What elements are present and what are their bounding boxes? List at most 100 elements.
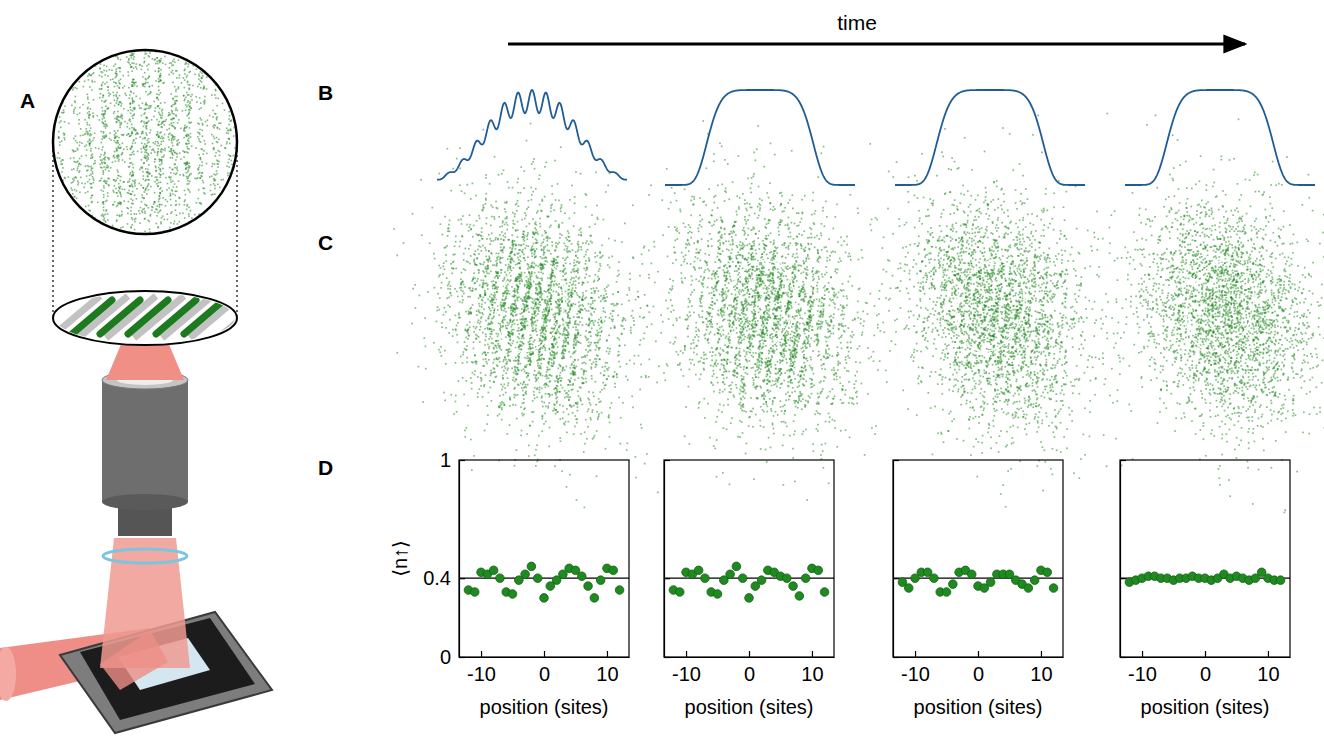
atom-dot (130, 11, 132, 13)
apparatus (0, 0, 331, 733)
atom-dot (119, 21, 121, 23)
atom-dot (285, 237, 287, 239)
atom-dot (44, 165, 46, 167)
atom-dot (122, 152, 124, 154)
atom-dot (238, 182, 240, 184)
atom-dot (228, 138, 230, 140)
atom-dot (230, 120, 232, 122)
atom-dot (105, 156, 107, 158)
atom-dot (174, 195, 176, 197)
atom-dot (121, 114, 123, 116)
atom-dot (103, 131, 105, 133)
atom-dot (211, 134, 213, 136)
atom-dot (79, 228, 81, 230)
atom-dot (134, 194, 136, 196)
atom-dot (204, 140, 206, 142)
atom-dot (277, 102, 279, 104)
atom-dot (78, 165, 80, 167)
atom-dot (124, 161, 126, 163)
atom-dot (184, 73, 186, 75)
atom-dot (170, 244, 172, 246)
atom-dot (87, 98, 89, 100)
atom-dot (185, 168, 187, 170)
atom-dot (183, 174, 185, 176)
atom-dot (135, 95, 137, 97)
atom-dot (154, 211, 156, 213)
panel-letter: B (318, 81, 333, 104)
atom-dot (184, 201, 186, 203)
atom-dot (165, 205, 167, 207)
atom-dot (79, 141, 81, 143)
atom-dot (176, 166, 178, 168)
atom-dot (219, 154, 221, 156)
atom-dot (254, 100, 256, 102)
atom-dot (84, 80, 86, 82)
atom-dot (228, 133, 230, 135)
atom-dot (228, 186, 230, 188)
atom-dot (202, 75, 204, 77)
atom-dot (127, 123, 129, 125)
atom-dot (184, 68, 186, 70)
atom-dot (222, 179, 224, 181)
atom-dot (129, 94, 131, 96)
atom-dot (78, 182, 80, 184)
atom-dot (194, 74, 196, 76)
atom-dot (185, 97, 187, 99)
atom-dot (202, 124, 204, 126)
atom-dot (186, 176, 188, 178)
atom-dot (104, 162, 106, 164)
atom-dot (59, 214, 61, 216)
atom-dot (136, 86, 138, 88)
atom-dot (233, 135, 235, 137)
figure: timeABCD-1001000.41position (sites)⟨n↑⟩-… (0, 0, 1324, 736)
atom-dot (185, 250, 187, 252)
atom-dot (163, 219, 165, 221)
atom-dot (200, 71, 202, 73)
atom-dot (62, 58, 64, 60)
atom-dot (44, 170, 46, 172)
atom-dot (119, 11, 121, 13)
atom-dot (104, 112, 106, 114)
atom-dot (143, 162, 145, 164)
atom-dot (101, 100, 103, 102)
atom-dot (201, 289, 203, 291)
atom-dot (101, 138, 103, 140)
atom-dot (47, 118, 49, 120)
atom-dot (62, 256, 64, 258)
atom-dot (117, 195, 119, 197)
atom-dot (138, 210, 140, 212)
atom-dot (118, 104, 120, 106)
atom-dot (184, 127, 186, 129)
atom-dot (185, 17, 187, 19)
atom-dot (200, 157, 202, 159)
atom-dot (126, 146, 128, 148)
atom-dot (82, 55, 84, 57)
atom-dot (198, 64, 200, 66)
atom-dot (164, 56, 166, 58)
atom-dot (106, 269, 108, 271)
atom-dot (216, 137, 218, 139)
atom-dot (218, 211, 220, 213)
atom-dot (139, 169, 141, 171)
atom-dot (78, 59, 80, 61)
atom-dot (159, 108, 161, 110)
atom-dot (129, 174, 131, 176)
atom-dot (59, 122, 61, 124)
atom-dot (43, 291, 45, 293)
atom-dot (198, 83, 200, 85)
atom-dot (241, 51, 243, 53)
atom-dot (103, 229, 105, 231)
atom-dot (175, 91, 177, 93)
atom-dot (221, 179, 223, 181)
atom-dot (228, 111, 230, 113)
atom-dot (142, 209, 144, 211)
atom-dot (155, 235, 157, 237)
atom-dot (118, 116, 120, 118)
atom-dot (100, 71, 102, 73)
atom-dot (165, 119, 167, 121)
atom-dot (227, 77, 229, 79)
atom-dot (112, 190, 114, 192)
atom-dot (44, 293, 46, 295)
atom-dot (103, 209, 105, 211)
atom-dot (64, 121, 66, 123)
